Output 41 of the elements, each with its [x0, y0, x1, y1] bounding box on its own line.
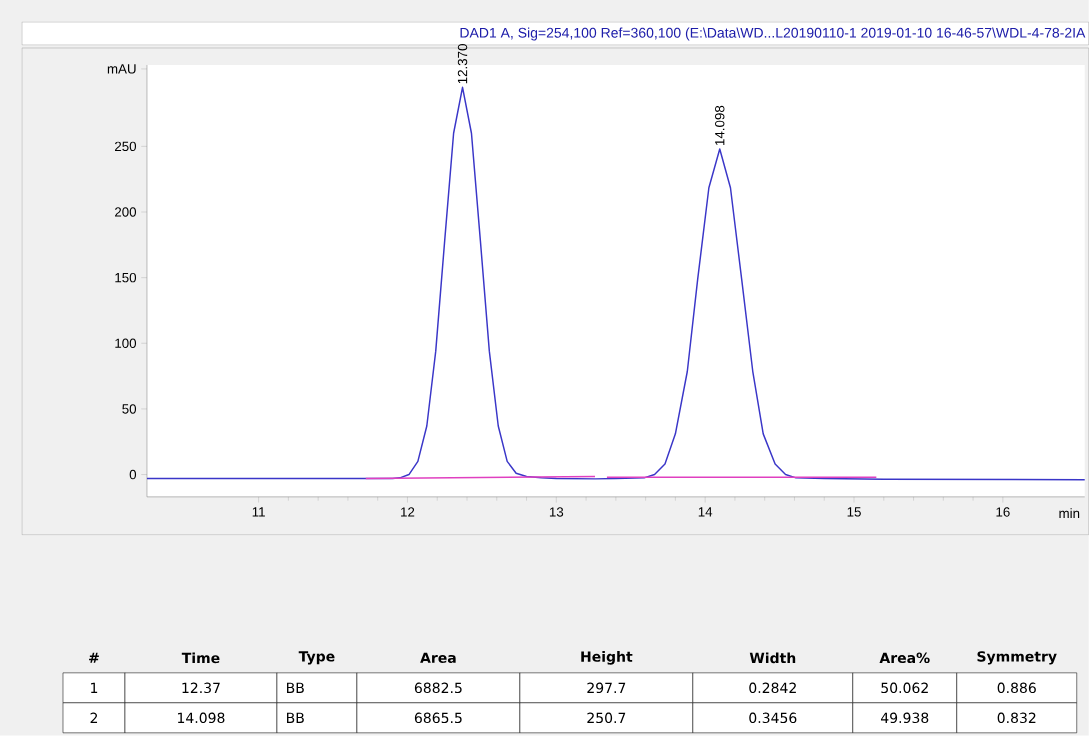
text: 12.37 [182, 682, 220, 694]
text: 2 [90, 712, 98, 724]
text: 49.938 [880, 712, 929, 724]
y-tick-label: 100 [115, 338, 137, 349]
text: Height [581, 651, 633, 665]
x-tick-label: 11 [252, 507, 265, 517]
text: BB [287, 712, 304, 724]
x-tick-label: 12 [401, 507, 415, 517]
text: 1 [91, 682, 98, 694]
x-tick-label: 16 [996, 507, 1010, 517]
text: 0.886 [997, 682, 1036, 694]
y-tick-label: mAU [107, 64, 136, 74]
text: 14.098 [178, 712, 225, 724]
x-tick-label: 15 [847, 507, 861, 517]
text: Area [420, 652, 456, 664]
y-tick-label: 250 [115, 141, 137, 152]
text: Type [298, 651, 335, 665]
x-axis-title: min [1059, 508, 1080, 518]
y-tick-label: 50 [122, 404, 137, 414]
text: 0.2842 [749, 682, 796, 694]
annotation: 14.098 [715, 105, 725, 146]
text: Width [749, 652, 796, 664]
text: Symmetry [977, 651, 1057, 665]
text: 50.062 [881, 682, 928, 694]
text: 6882.5 [414, 682, 462, 694]
chart-title: DAD1 A, Sig=254,100 Ref=360,100 (E:\Data\WD...L20190110-1 2019-01-10 16-46-57\WDL-4-78-2IA [460, 27, 1086, 41]
text: # [89, 652, 99, 663]
annotation: 12.370 [457, 44, 468, 84]
text: 6865.5 [414, 712, 462, 724]
y-tick-label: 200 [115, 207, 137, 217]
text: BB [287, 682, 304, 694]
text: 250.7 [587, 712, 626, 724]
text: Time [181, 652, 220, 664]
x-tick-label: 14 [698, 507, 713, 517]
text: 0.3456 [749, 712, 797, 724]
text: 0.832 [997, 712, 1036, 724]
text: 297.7 [587, 682, 626, 694]
text: Area% [879, 652, 930, 664]
x-tick-label: 13 [549, 507, 564, 517]
y-tick-label: 150 [115, 273, 137, 283]
y-tick-label: 0 [129, 469, 137, 480]
